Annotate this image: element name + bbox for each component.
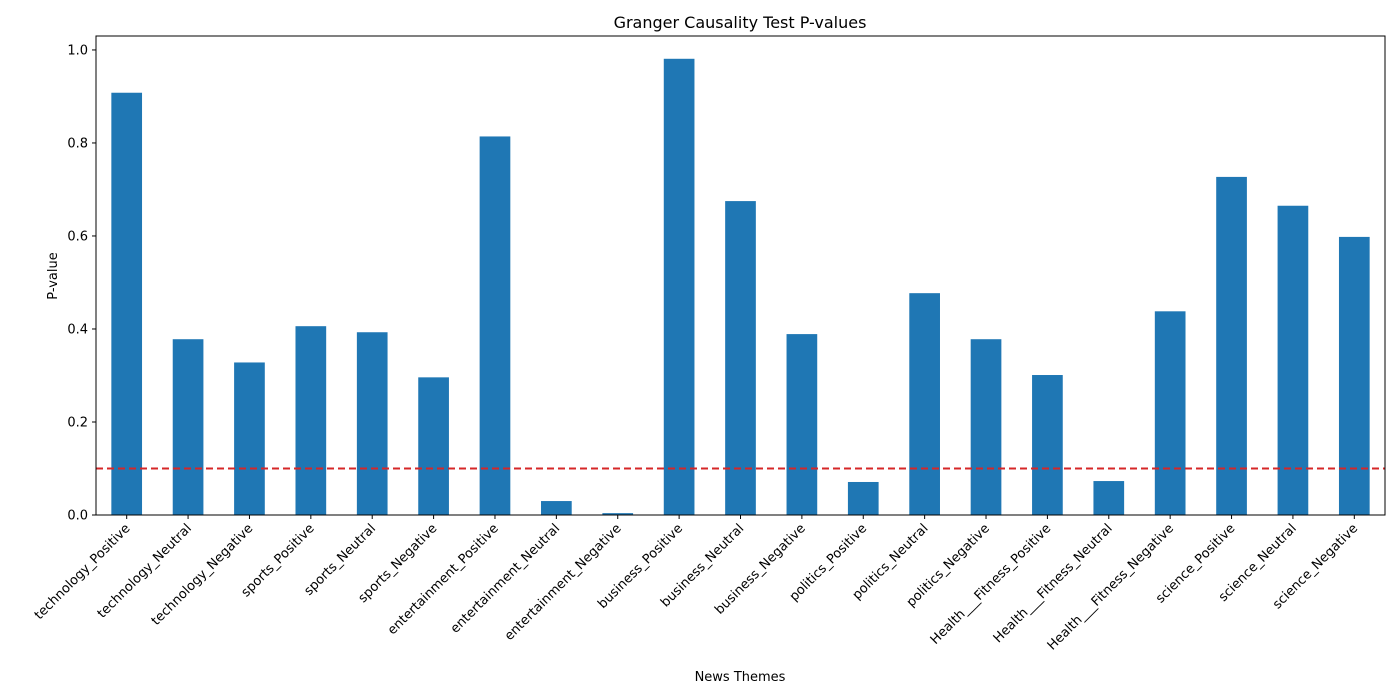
x-tick-label: technology_Negative [149,521,257,629]
x-tick-label: Health___Fitness_Neutral [991,521,1116,646]
bar-politics_Neutral [909,293,940,515]
bar-science_Positive [1216,176,1247,515]
y-tick-label: 0.6 [67,229,88,244]
bar-business_Negative [786,334,818,515]
bar-business_Positive [663,58,695,515]
y-tick-label: 0.0 [67,509,88,524]
x-tick-label: entertainment_Negative [502,521,625,644]
bar-Health___Fitness_Negative [1154,311,1186,515]
bar-sports_Negative [418,377,449,515]
bar-business_Neutral [725,201,756,516]
y-tick-label: 0.2 [67,415,88,430]
bar-technology_Neutral [172,339,204,515]
x-axis-label: News Themes [695,670,786,685]
bar-politics_Negative [970,339,1002,515]
bar-sports_Positive [295,326,327,515]
bar-entertainment_Neutral [541,501,572,515]
y-tick-label: 1.0 [67,43,88,58]
bar-technology_Positive [111,92,143,515]
bar-politics_Positive [847,481,879,515]
bar-entertainment_Negative [602,513,634,515]
bar-entertainment_Positive [479,136,511,515]
y-tick-label: 0.4 [67,322,88,337]
bar-science_Neutral [1277,205,1309,515]
y-axis-label: P-value [46,252,61,299]
y-tick-label: 0.8 [67,136,88,151]
bar-technology_Negative [234,362,265,515]
chart-title: Granger Causality Test P-values [614,13,867,32]
bar-Health___Fitness_Neutral [1093,481,1125,515]
bars-group [111,58,1370,516]
y-axis: 0.0 0.2 0.4 0.6 0.8 1.0 [67,43,96,524]
x-tick-label: Health___Fitness_Positive [928,521,1054,647]
x-tick-label: entertainment_Neutral [448,521,563,636]
x-axis: technology_Positivetechnology_Neutraltec… [32,515,1361,653]
x-tick-label: Health___Fitness_Negative [1045,521,1177,653]
bar-Health___Fitness_Positive [1032,375,1063,515]
bar-sports_Neutral [356,332,388,515]
bar-science_Negative [1338,236,1370,515]
x-tick-label: entertainment_Positive [385,521,502,638]
